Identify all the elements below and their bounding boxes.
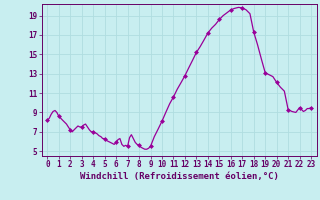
X-axis label: Windchill (Refroidissement éolien,°C): Windchill (Refroidissement éolien,°C) bbox=[80, 172, 279, 181]
